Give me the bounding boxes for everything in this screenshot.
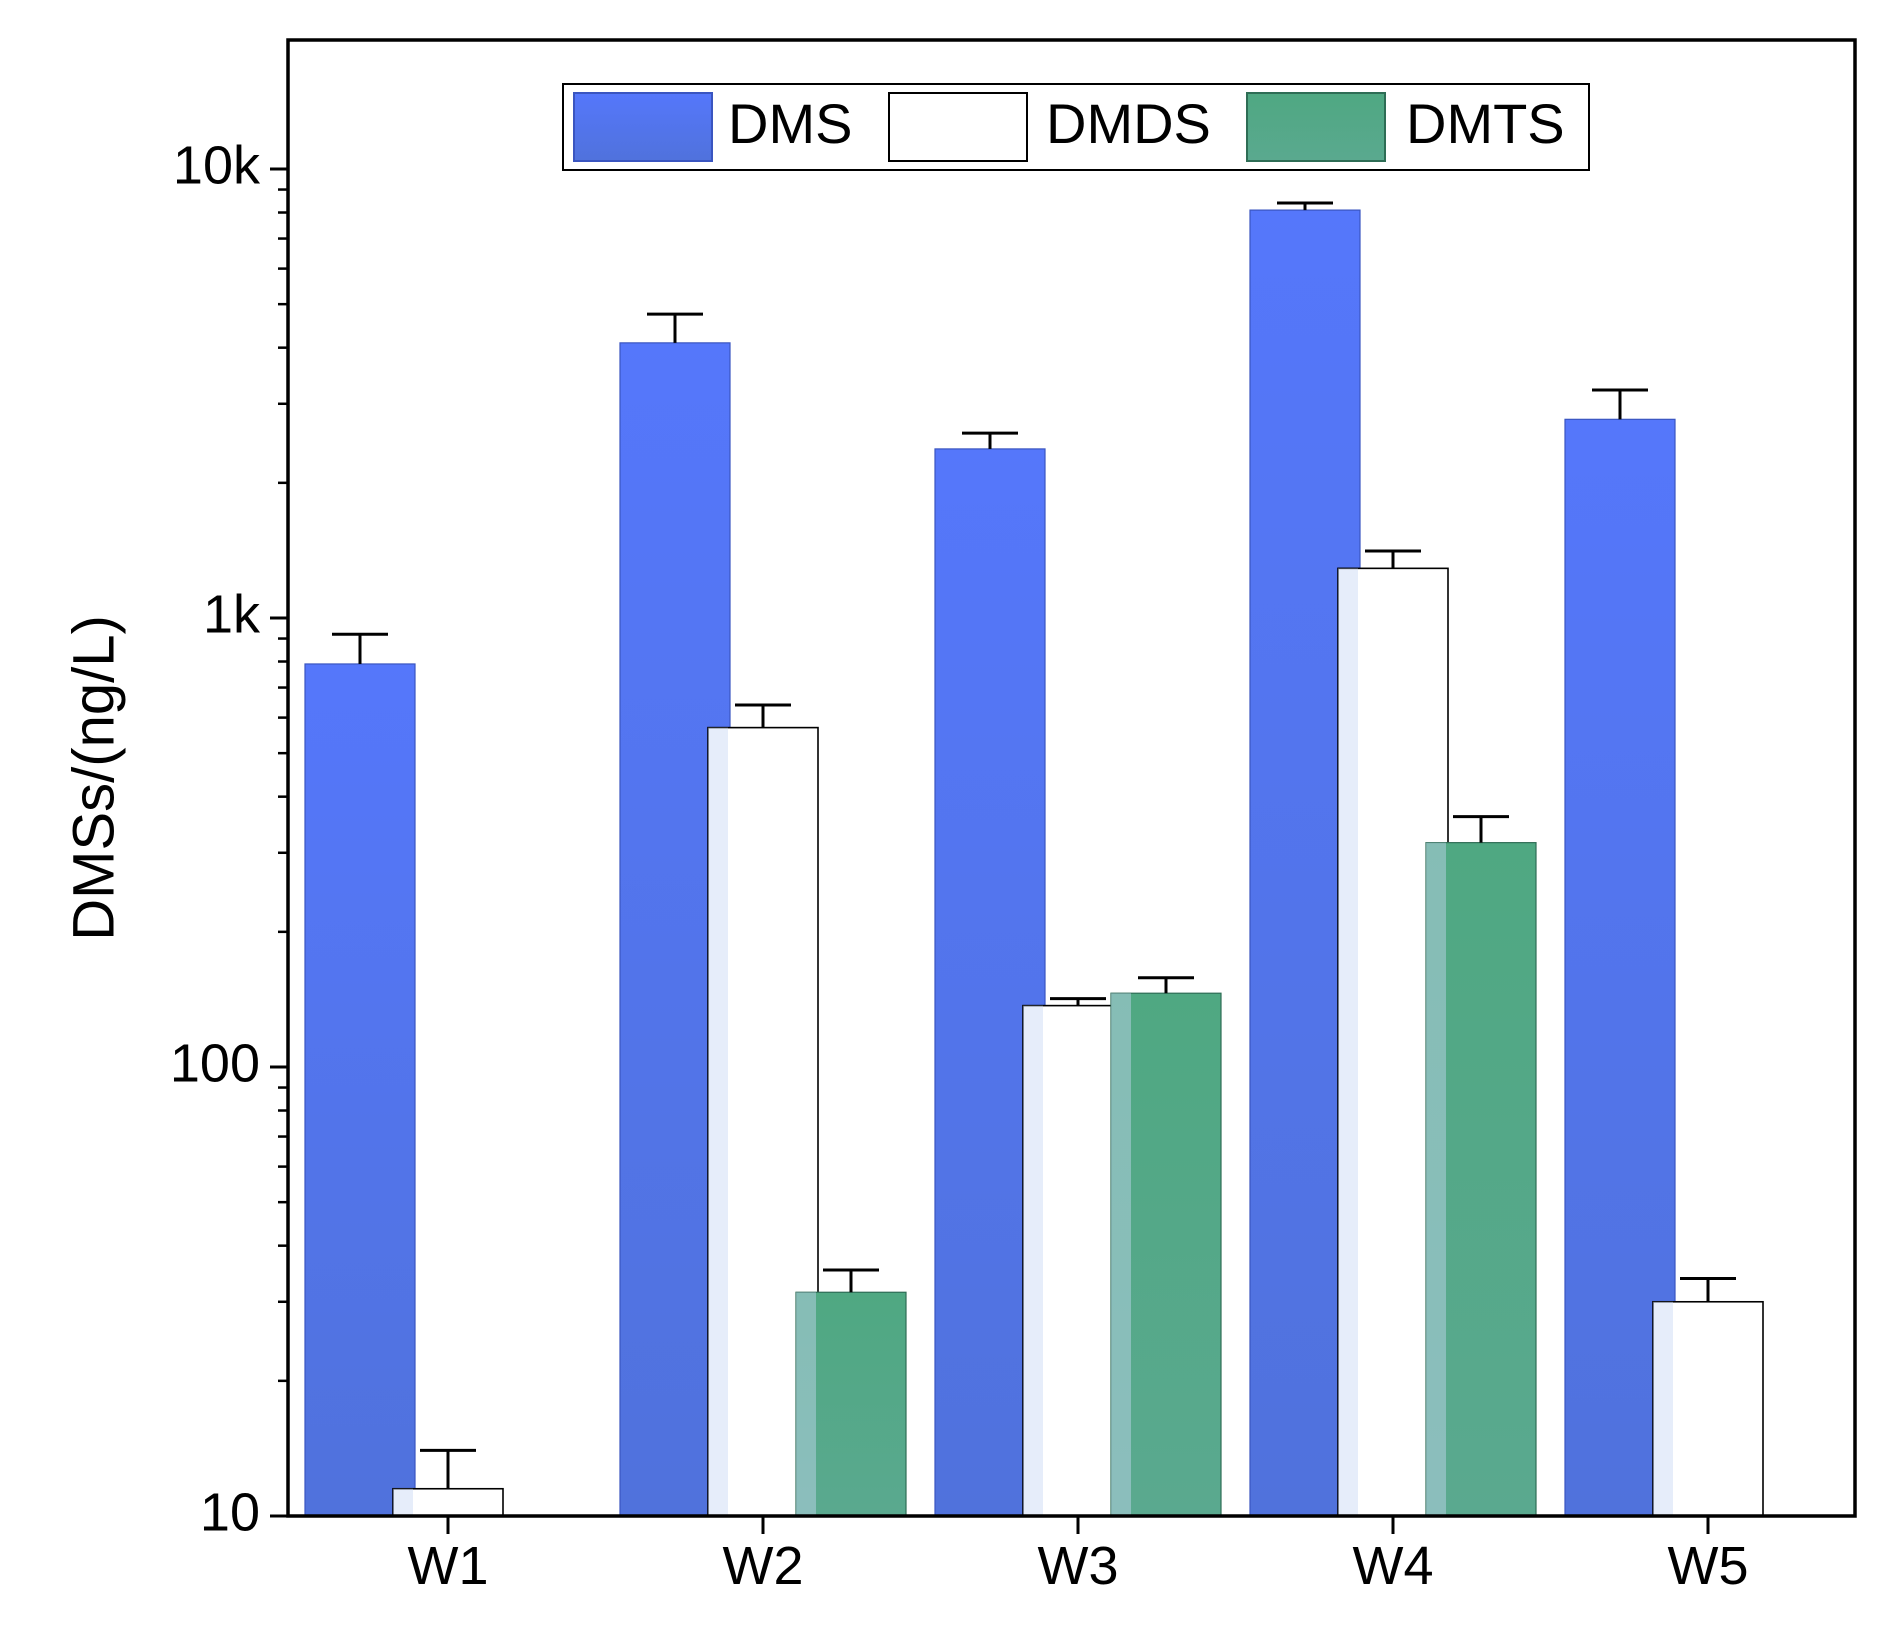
legend: DMS DMDS DMTS [562, 83, 1590, 171]
bar-overlap-shade-dmds-w1 [393, 1488, 413, 1516]
x-tick-label-w4: W4 [1353, 1536, 1434, 1596]
bars-layer [304, 209, 1764, 1517]
y-tick-label: 10k [173, 135, 261, 195]
legend-box [562, 83, 1590, 171]
bar-overlap-shade-dmts-w4 [1426, 842, 1446, 1516]
x-tick-label-w5: W5 [1668, 1536, 1749, 1596]
legend-swatch-dmds [888, 92, 1028, 162]
bar-dmts-w3 [1110, 992, 1222, 1517]
legend-label-dmts: DMTS [1406, 92, 1565, 155]
legend-label-dmds: DMDS [1046, 92, 1211, 155]
bar-overlap-shade-dmds-w2 [708, 727, 728, 1516]
y-tick-label: 1k [203, 584, 261, 644]
x-tick-label-w2: W2 [723, 1536, 804, 1596]
bar-overlap-shade-dmts-w3 [1111, 993, 1131, 1516]
y-tick-label: 10 [200, 1482, 260, 1542]
x-tick-label-w1: W1 [408, 1536, 489, 1596]
bar-overlap-shade-dmts-w2 [796, 1292, 816, 1516]
error-bars-layer [332, 201, 1736, 1489]
bar-dmts-w4 [1425, 842, 1537, 1517]
legend-label-dms: DMS [728, 92, 852, 155]
y-axis-title: DMSs/(ng/L) [61, 615, 126, 941]
bar-overlap-shade-dmds-w5 [1653, 1301, 1673, 1516]
axis-layer: 10 100 1k 10k W1 W2 W3 W4 W5 [170, 135, 1749, 1596]
bar-dms-w1 [304, 663, 416, 1517]
bar-dmts-w2 [795, 1291, 907, 1517]
x-tick-label-w3: W3 [1038, 1536, 1119, 1596]
bar-overlap-shade-dmds-w4 [1338, 568, 1358, 1516]
legend-swatch-dms [573, 92, 713, 162]
bar-overlap-shade-dmds-w3 [1023, 1005, 1043, 1516]
y-tick-label: 100 [170, 1033, 260, 1093]
plot-frame [286, 38, 1857, 1518]
legend-swatch-dmts [1246, 92, 1386, 162]
